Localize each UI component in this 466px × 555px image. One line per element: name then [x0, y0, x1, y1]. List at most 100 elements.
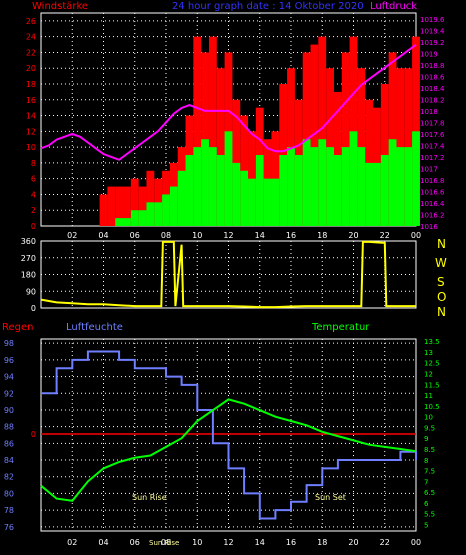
- wind-bar: [255, 155, 264, 226]
- dir-letter-n: N: [437, 237, 446, 251]
- gust-bar: [107, 186, 116, 226]
- temperature-tick-label: 13.5: [424, 338, 440, 346]
- x-tick-label: 16: [286, 231, 296, 240]
- x-tick-label: 18: [317, 538, 327, 547]
- sunrise-axis-label: Sun Rise: [149, 539, 179, 547]
- humidity-tick-label: 82: [4, 473, 14, 482]
- pressure-tick-label: 1018.4: [420, 85, 445, 93]
- wind-bar: [201, 139, 209, 226]
- wind-bar: [263, 178, 272, 226]
- temperature-tick-label: 8.5: [424, 446, 435, 454]
- wind-bar: [115, 218, 124, 226]
- pressure-tick-label: 1016.6: [420, 188, 445, 196]
- humidity-tick-label: 84: [4, 456, 14, 465]
- temperature-label: Temperatur: [311, 322, 370, 333]
- x-tick-label: 10: [192, 231, 202, 240]
- wind-bar: [193, 147, 202, 226]
- gust-bar: [123, 186, 131, 226]
- wind-tick-label: 26: [26, 17, 36, 26]
- x-tick-label: 20: [348, 231, 358, 240]
- pressure-tick-label: 1018: [420, 108, 438, 116]
- gust-bar: [193, 36, 202, 226]
- gust-bar: [216, 68, 225, 226]
- x-tick-label: 22: [380, 231, 390, 240]
- x-tick-label: 06: [130, 538, 140, 547]
- humidity-label: Luftfeuchte: [66, 322, 123, 333]
- wind-bar: [396, 147, 405, 226]
- humidity-tick-label: 92: [4, 389, 14, 398]
- pressure-tick-label: 1016.4: [420, 200, 445, 208]
- pressure-tick-label: 1017.4: [420, 142, 445, 150]
- direction-tick-label: 180: [21, 271, 36, 280]
- wind-tick-label: 18: [26, 80, 36, 89]
- wind-bar: [318, 139, 327, 226]
- wind-tick-label: 16: [26, 96, 36, 105]
- temperature-tick-label: 10.5: [424, 403, 440, 411]
- wind-bars: [115, 131, 420, 226]
- gust-bar: [138, 186, 147, 226]
- pressure-tick-label: 1017.2: [420, 154, 445, 162]
- wind-bar: [240, 170, 249, 226]
- x-tick-label: 10: [192, 538, 202, 547]
- pressure-tick-label: 1019.4: [420, 27, 445, 35]
- gust-bar: [271, 131, 280, 226]
- pressure-tick-label: 1016: [420, 223, 438, 231]
- temperature-tick-label: 9: [424, 435, 428, 443]
- wind-bar: [216, 155, 225, 226]
- temperature-tick-label: 5: [424, 522, 428, 530]
- direction-tick-label: 0: [31, 304, 36, 313]
- direction-letters: N W S O N: [435, 237, 447, 319]
- wind-tick-label: 2: [31, 206, 36, 215]
- pressure-tick-label: 1016.2: [420, 211, 445, 219]
- wind-tick-label: 20: [26, 64, 36, 73]
- direction-line: [40, 240, 416, 309]
- humidity-line: [41, 350, 417, 520]
- x-tick-label: 14: [255, 538, 265, 547]
- temperature-tick-label: 10: [424, 414, 433, 422]
- gust-bar: [310, 44, 319, 226]
- humidity-tick-label: 76: [4, 523, 14, 532]
- x-tick-label: 18: [317, 231, 327, 240]
- middle-grid: [41, 240, 417, 309]
- temperature-tick-label: 6.5: [424, 489, 435, 497]
- wind-bar: [349, 131, 358, 226]
- pressure-tick-label: 1019.2: [420, 39, 445, 47]
- bottom-grid: [41, 339, 417, 531]
- pressure-title: Luftdruck: [370, 1, 417, 12]
- x-tick-label: 06: [130, 231, 140, 240]
- wind-bar: [302, 139, 311, 226]
- temperature-tick-label: 12.5: [424, 360, 440, 368]
- temperature-tick-label: 5.5: [424, 511, 435, 519]
- x-tick-label: 00: [411, 231, 421, 240]
- humidity-tick-label: 86: [4, 439, 14, 448]
- wind-bar: [162, 194, 170, 226]
- date-title: 24 hour graph date : 14 Oktober 2020: [172, 1, 364, 12]
- wind-bar: [310, 147, 319, 226]
- wind-tick-label: 8: [31, 159, 36, 168]
- wind-bar: [185, 155, 194, 226]
- wind-bar: [326, 147, 334, 226]
- pressure-tick-label: 1017: [420, 165, 438, 173]
- sunset-label: Sun Set: [315, 493, 346, 502]
- wind-bar: [294, 155, 303, 226]
- wind-bar: [130, 210, 139, 226]
- wind-bar: [232, 162, 241, 226]
- dir-letter-s: S: [437, 275, 445, 289]
- pressure-tick-label: 1017.8: [420, 119, 445, 127]
- x-tick-label: 02: [67, 538, 77, 547]
- humidity-tick-label: 88: [4, 423, 14, 432]
- wind-tick-label: 12: [26, 127, 36, 136]
- temperature-tick-label: 9.5: [424, 424, 435, 432]
- pressure-tick-label: 1019: [420, 50, 438, 58]
- wind-bar: [373, 162, 381, 226]
- wind-bar: [271, 178, 280, 226]
- dir-letter-w: W: [435, 256, 447, 270]
- x-tick-label: 04: [98, 231, 108, 240]
- axis-labels: 0246810121416182022242610161016.21016.41…: [4, 16, 445, 547]
- pressure-line: [40, 43, 417, 161]
- wind-tick-label: 22: [26, 48, 36, 57]
- wind-title: Windstärke: [32, 1, 88, 12]
- wind-bar: [123, 218, 131, 226]
- temperature-line: [40, 398, 417, 502]
- pressure-tick-label: 1018.6: [420, 73, 445, 81]
